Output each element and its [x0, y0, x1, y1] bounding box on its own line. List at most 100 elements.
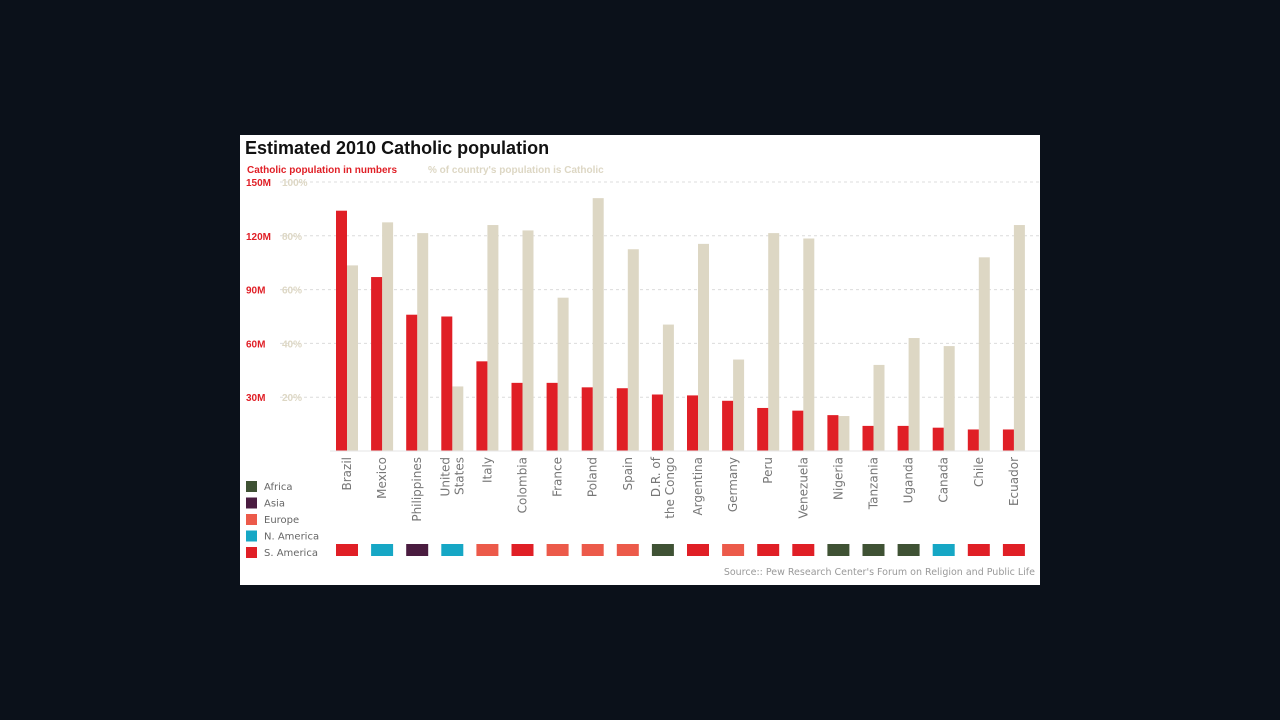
- chart-card: Estimated 2010 Catholic population Catho…: [240, 135, 1040, 585]
- bar-percent-catholic: [908, 338, 920, 451]
- category-label-line: Venezuela: [796, 457, 810, 519]
- category-label-line: Germany: [726, 457, 740, 512]
- bar-percent-catholic: [733, 359, 745, 451]
- chart-title: Estimated 2010 Catholic population: [245, 138, 549, 158]
- region-swatch: [406, 544, 429, 556]
- y-right-tick-label: 60%: [282, 286, 302, 297]
- category-label: Uganda: [902, 457, 916, 503]
- region-swatch: [827, 544, 850, 556]
- category-label-line: United: [438, 457, 452, 496]
- region-swatch: [757, 544, 780, 556]
- category-label-line: Canada: [937, 457, 951, 503]
- y-left-tick-label: 150M: [246, 178, 271, 189]
- bar-catholic-count: [651, 394, 663, 451]
- bar-percent-catholic: [347, 265, 358, 451]
- category-label: Italy: [480, 457, 494, 483]
- category-label: Poland: [586, 457, 600, 497]
- category-label-line: Philippines: [410, 457, 424, 522]
- bar-catholic-count: [862, 425, 874, 451]
- bar-catholic-count: [827, 415, 839, 451]
- category-label: Philippines: [410, 457, 424, 522]
- region-swatch: [932, 544, 955, 556]
- region-legend-swatch: [246, 481, 257, 492]
- bar-catholic-count: [792, 410, 804, 451]
- bar-catholic-count: [1002, 429, 1014, 451]
- bar-percent-catholic: [1013, 225, 1025, 451]
- catholic-population-chart: Estimated 2010 Catholic population Catho…: [245, 138, 1040, 578]
- y-right-tick-label: 80%: [282, 232, 302, 243]
- bar-percent-catholic: [592, 198, 604, 451]
- region-swatch: [967, 544, 990, 556]
- category-label: Canada: [937, 457, 951, 503]
- bar-percent-catholic: [943, 346, 955, 451]
- region-swatch: [897, 544, 920, 556]
- region-swatches: [336, 544, 1025, 556]
- y-left-tick-label: 30M: [246, 393, 265, 404]
- category-label-line: the Congo: [663, 457, 677, 519]
- region-swatch: [722, 544, 745, 556]
- region-swatch: [651, 544, 674, 556]
- bar-percent-catholic: [873, 364, 885, 451]
- category-label-line: Chile: [972, 457, 986, 487]
- category-label-line: Spain: [621, 457, 635, 491]
- category-label: Chile: [972, 457, 986, 487]
- y-axis-ticks: 30M 20% 60M 40% 90M 60% 120M 80% 150M 100%: [246, 178, 308, 404]
- bar-percent-catholic: [768, 233, 780, 451]
- category-label-line: States: [452, 457, 466, 495]
- region-swatch: [476, 544, 499, 556]
- bar-percent-catholic: [557, 297, 569, 451]
- bar-percent-catholic: [522, 230, 534, 451]
- category-label: Venezuela: [796, 457, 810, 519]
- y-left-tick-label: 60M: [246, 339, 265, 350]
- region-swatch: [792, 544, 815, 556]
- bar-percent-catholic: [487, 225, 499, 451]
- region-swatch: [511, 544, 534, 556]
- category-label-line: Italy: [480, 457, 494, 483]
- bar-percent-catholic: [662, 324, 674, 451]
- category-label: Germany: [726, 457, 740, 512]
- category-label-line: Brazil: [340, 457, 354, 491]
- bar-catholic-count: [932, 427, 944, 451]
- region-swatch: [336, 544, 358, 556]
- bar-catholic-count: [511, 382, 523, 451]
- region-legend-swatch: [246, 547, 257, 558]
- region-swatch: [687, 544, 709, 556]
- region-swatch: [371, 544, 394, 556]
- category-label: Nigeria: [831, 457, 845, 500]
- category-label: D.R. ofthe Congo: [649, 456, 677, 519]
- bar-percent-catholic: [698, 243, 709, 451]
- category-label-line: France: [551, 457, 565, 497]
- region-swatch: [546, 544, 569, 556]
- category-label: Spain: [621, 457, 635, 491]
- category-label-line: Argentina: [691, 457, 705, 516]
- bar-catholic-count: [687, 395, 698, 451]
- source-note: Source:: Pew Research Center's Forum on …: [724, 567, 1035, 578]
- category-label: Mexico: [375, 457, 389, 499]
- region-swatch: [616, 544, 639, 556]
- category-label: Tanzania: [867, 457, 881, 510]
- y-right-tick-label: 100%: [282, 178, 308, 189]
- region-legend-label: S. America: [264, 548, 318, 559]
- category-label: Peru: [761, 457, 775, 484]
- category-label: France: [551, 457, 565, 497]
- region-legend-swatch: [246, 530, 257, 542]
- bar-percent-catholic: [803, 238, 815, 451]
- region-swatch: [581, 544, 604, 556]
- category-labels: Brazil Mexico Philippines UnitedStates Italy…: [340, 456, 1021, 521]
- category-label-line: Colombia: [516, 457, 530, 513]
- bar-percent-catholic: [978, 257, 990, 451]
- bar-catholic-count: [476, 361, 488, 451]
- category-label-line: Mexico: [375, 457, 389, 499]
- grid-lines: [280, 181, 1040, 398]
- region-legend-label: N. America: [264, 532, 319, 543]
- bar-catholic-count: [897, 425, 909, 451]
- region-swatch: [441, 544, 464, 556]
- legend-series-count: Catholic population in numbers: [247, 165, 397, 176]
- bars: [336, 198, 1025, 451]
- bar-percent-catholic: [382, 222, 394, 451]
- bar-percent-catholic: [417, 233, 429, 451]
- bar-catholic-count: [967, 429, 979, 451]
- region-swatch: [1002, 544, 1025, 556]
- bar-catholic-count: [336, 210, 347, 451]
- category-label-line: Ecuador: [1007, 457, 1021, 506]
